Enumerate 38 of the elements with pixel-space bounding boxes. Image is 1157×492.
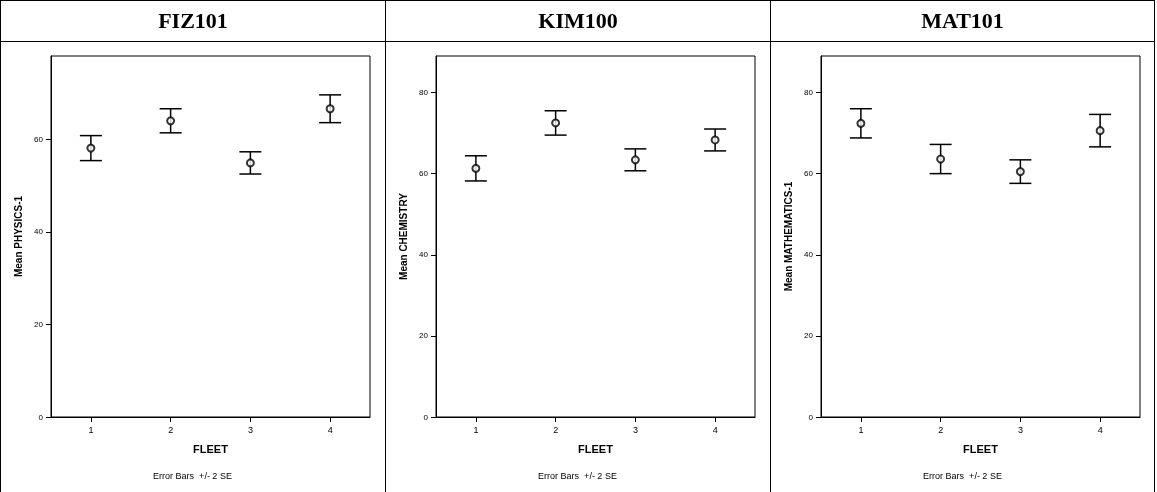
y-tick-label: 80 xyxy=(804,88,814,98)
y-tick-label: 60 xyxy=(419,169,429,179)
x-tick-label: 3 xyxy=(632,424,638,435)
x-tick-label: 3 xyxy=(1017,424,1023,435)
x-tick-label: 2 xyxy=(938,424,944,435)
chart-title: KIM100 xyxy=(386,1,770,42)
y-tick-label: 40 xyxy=(804,250,814,260)
y-axis-title: Mean MATHEMATICS-1 xyxy=(782,181,794,292)
x-axis-title: FLEET xyxy=(578,442,614,455)
x-tick-label: 4 xyxy=(327,424,333,435)
x-tick-label: 4 xyxy=(1097,424,1103,435)
y-tick-label: 20 xyxy=(419,331,429,341)
y-axis-title: Mean PHYSICS-1 xyxy=(12,195,24,278)
y-tick-label: 20 xyxy=(34,319,44,329)
y-tick-label: 20 xyxy=(804,331,814,341)
y-tick-label: 40 xyxy=(34,227,44,237)
text: Error Bars +/- 2 SE xyxy=(153,470,232,481)
x-tick-label: 2 xyxy=(168,424,174,435)
y-tick-label: 60 xyxy=(804,169,814,179)
y-tick-label: 0 xyxy=(423,412,429,422)
y-axis-title: Mean CHEMISTRY xyxy=(397,192,409,280)
chart-title: MAT101 xyxy=(771,1,1154,42)
x-tick-label: 2 xyxy=(553,424,559,435)
y-tick-label: 0 xyxy=(38,412,44,422)
x-axis-title: FLEET xyxy=(193,442,229,455)
x-tick-label: 1 xyxy=(88,424,94,435)
y-tick-label: 80 xyxy=(419,88,429,98)
y-tick-label: 0 xyxy=(808,412,814,422)
x-tick-label: 1 xyxy=(858,424,864,435)
text: Error Bars +/- 2 SE xyxy=(538,470,617,481)
x-tick-label: 4 xyxy=(712,424,718,435)
x-tick-label: 3 xyxy=(247,424,253,435)
y-tick-label: 60 xyxy=(34,134,44,144)
y-tick-label: 40 xyxy=(419,250,429,260)
x-tick-label: 1 xyxy=(473,424,479,435)
x-axis-title: FLEET xyxy=(963,442,999,455)
text: Error Bars +/- 2 SE xyxy=(923,470,1002,481)
chart-title: FIZ101 xyxy=(1,1,385,42)
